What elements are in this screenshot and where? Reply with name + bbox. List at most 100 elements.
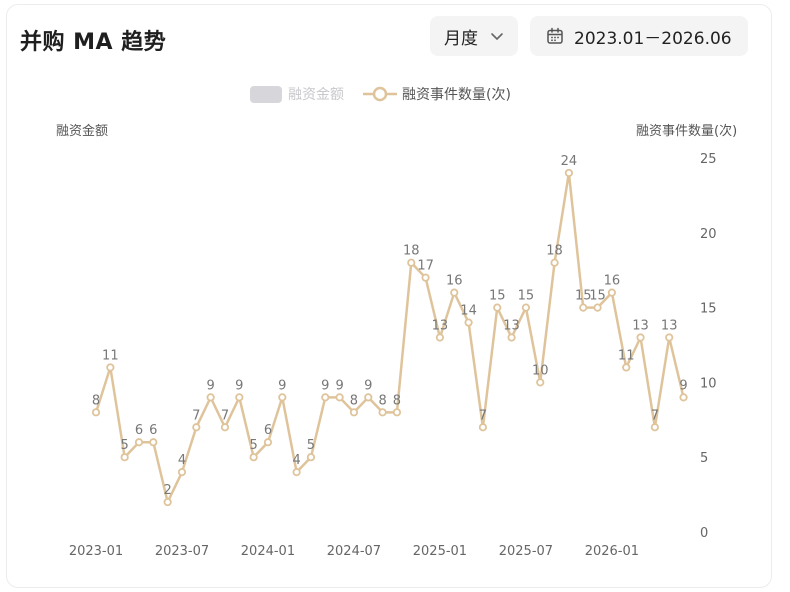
data-point[interactable]: [263, 438, 273, 447]
data-point[interactable]: [235, 393, 244, 402]
data-label: 9: [364, 378, 372, 393]
data-label: 9: [679, 378, 687, 393]
y-axis-right-labels: 0 5 10 15 20 25: [700, 152, 717, 541]
data-point[interactable]: [292, 468, 301, 477]
data-point[interactable]: [220, 423, 230, 432]
data-label: 2: [164, 483, 172, 498]
data-label: 6: [264, 423, 272, 438]
data-point[interactable]: [134, 438, 144, 447]
data-point[interactable]: [120, 453, 129, 462]
chart-card: [6, 4, 772, 588]
data-label: 15: [589, 289, 606, 304]
data-point[interactable]: [106, 363, 115, 372]
data-label: 10: [532, 363, 549, 378]
data-point[interactable]: [521, 303, 531, 312]
calendar-icon: [547, 27, 563, 44]
data-label: 18: [546, 244, 563, 259]
data-point[interactable]: [249, 453, 258, 462]
data-label: 9: [335, 378, 343, 393]
date-range-value: 2023.01－2026.06: [574, 28, 732, 49]
data-point[interactable]: [91, 408, 101, 417]
x-tick-label: 2023-07: [155, 544, 209, 559]
data-label: 5: [121, 438, 129, 453]
data-point[interactable]: [650, 423, 659, 432]
period-dropdown[interactable]: 月度: [430, 16, 518, 56]
data-label: 4: [178, 453, 186, 468]
y-axis-right-title: 融资事件数量(次): [636, 124, 738, 139]
data-point[interactable]: [335, 393, 344, 402]
data-label: 9: [278, 378, 286, 393]
data-label: 9: [206, 378, 214, 393]
data-point[interactable]: [550, 258, 559, 267]
data-point[interactable]: [306, 453, 316, 462]
data-point[interactable]: [407, 258, 416, 267]
data-label: 7: [192, 408, 200, 423]
data-point[interactable]: [593, 303, 602, 312]
data-label: 11: [102, 348, 119, 363]
series-points: [91, 168, 688, 507]
data-point[interactable]: [149, 438, 158, 447]
data-label: 9: [321, 378, 329, 393]
data-label: 16: [604, 274, 621, 289]
data-label: 18: [403, 244, 420, 259]
legend-bar-swatch: [250, 85, 282, 103]
data-label: 5: [307, 438, 315, 453]
data-point[interactable]: [364, 393, 373, 402]
data-label: 6: [135, 423, 143, 438]
data-label: 8: [350, 393, 358, 408]
y-tick-label: 10: [700, 376, 717, 391]
y-tick-label: 15: [700, 302, 717, 317]
x-tick-label: 2024-07: [327, 544, 381, 559]
data-label: 15: [518, 289, 535, 304]
data-point[interactable]: [163, 497, 172, 507]
y-tick-label: 5: [700, 451, 708, 466]
data-point[interactable]: [421, 273, 430, 282]
data-label: 14: [460, 304, 477, 319]
data-label: 13: [661, 319, 678, 334]
data-point[interactable]: [392, 408, 402, 417]
data-label: 17: [417, 259, 434, 274]
data-label: 15: [489, 289, 506, 304]
data-point[interactable]: [665, 333, 674, 342]
data-point[interactable]: [278, 393, 287, 402]
data-point[interactable]: [679, 393, 688, 402]
data-point[interactable]: [435, 333, 445, 342]
data-label: 6: [149, 423, 157, 438]
data-point[interactable]: [636, 333, 645, 342]
data-label: 24: [561, 154, 578, 169]
data-point[interactable]: [349, 408, 359, 417]
x-tick-label: 2025-07: [499, 544, 553, 559]
data-label: 8: [92, 393, 100, 408]
data-point[interactable]: [579, 303, 588, 312]
legend-item-amount[interactable]: 融资金额: [250, 84, 344, 104]
legend-label-count: 融资事件数量(次): [402, 87, 511, 103]
data-point[interactable]: [478, 423, 488, 432]
data-point[interactable]: [450, 288, 459, 297]
data-point[interactable]: [464, 318, 473, 327]
data-point[interactable]: [493, 303, 502, 312]
data-label: 7: [479, 408, 487, 423]
x-tick-label: 2026-01: [585, 544, 639, 559]
data-point[interactable]: [321, 393, 330, 402]
date-range-picker[interactable]: 2023.01－2026.06: [530, 16, 748, 56]
data-label: 15: [575, 289, 592, 304]
data-point[interactable]: [507, 333, 516, 342]
data-point[interactable]: [206, 393, 215, 402]
legend-item-count[interactable]: 融资事件数量(次): [362, 84, 511, 104]
data-label: 16: [446, 274, 463, 289]
data-point[interactable]: [622, 363, 631, 372]
data-point[interactable]: [564, 168, 573, 178]
data-point[interactable]: [607, 288, 616, 297]
data-label: 11: [618, 348, 635, 363]
data-label: 13: [432, 319, 449, 334]
x-tick-label: 2024-01: [241, 544, 295, 559]
data-point[interactable]: [192, 423, 201, 432]
data-point[interactable]: [378, 408, 387, 417]
period-dropdown-value: 月度: [444, 28, 478, 49]
data-point[interactable]: [536, 378, 545, 387]
data-point[interactable]: [177, 468, 187, 477]
data-label: 7: [221, 408, 229, 423]
chevron-down-icon: [491, 33, 503, 40]
